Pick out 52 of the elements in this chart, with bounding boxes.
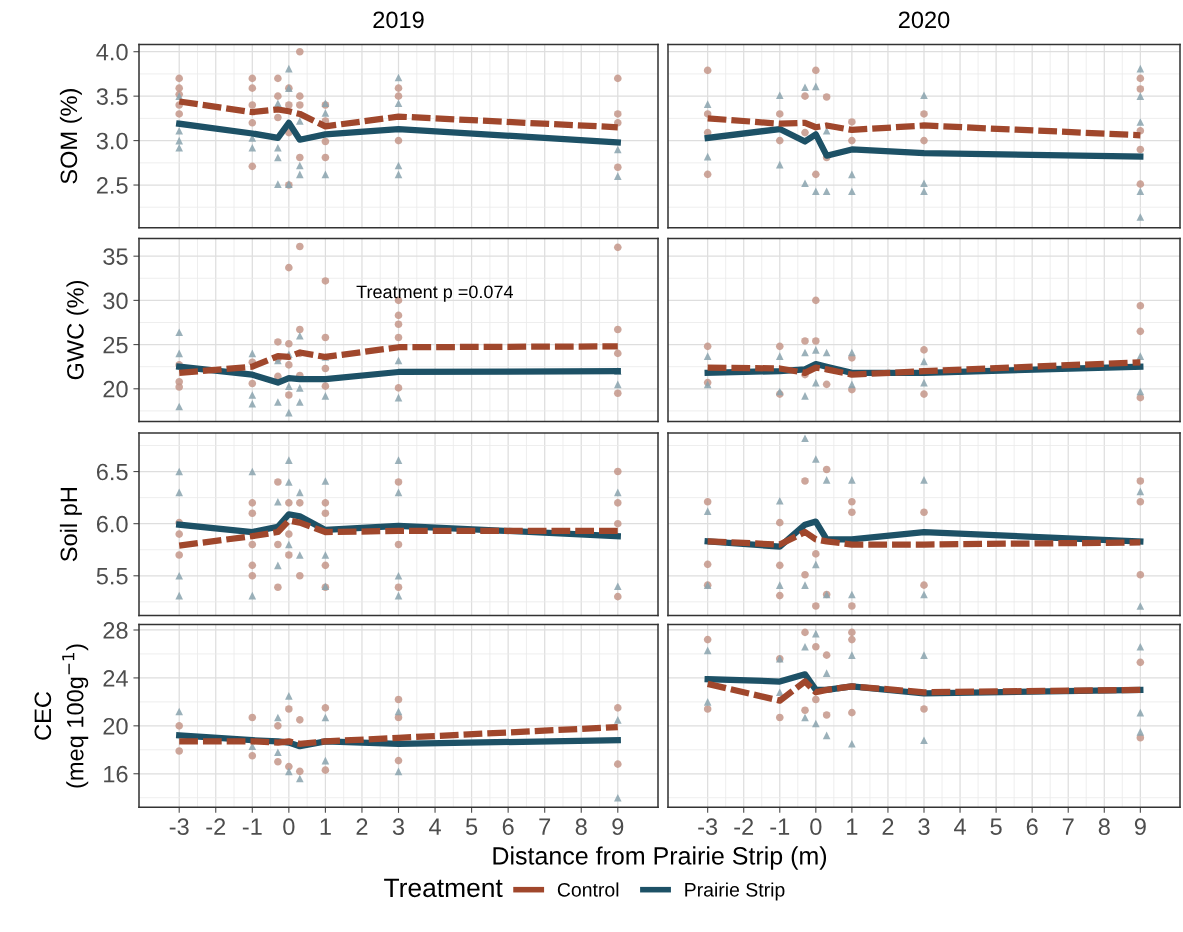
y-tick-label: 4.0 bbox=[96, 43, 128, 61]
y-tick-label: 20 bbox=[103, 717, 128, 735]
y-tick-label: 2.5 bbox=[96, 177, 128, 194]
x-tick-label: 3 bbox=[392, 818, 405, 836]
x-tick-label: 0 bbox=[810, 818, 822, 836]
x-tick-label: 3 bbox=[918, 818, 930, 836]
y-tick-label: 16 bbox=[104, 765, 128, 783]
x-tick-label: 9 bbox=[1134, 818, 1146, 836]
legend-label: Control bbox=[557, 882, 619, 897]
y-tick-label: 28 bbox=[103, 622, 128, 639]
legend-label: Prairie Strip bbox=[685, 882, 785, 901]
x-tick-label: 8 bbox=[575, 818, 587, 836]
x-tick-label: 2 bbox=[882, 818, 894, 835]
y-tick-label: 6.0 bbox=[96, 515, 128, 533]
y-axis-title: GWC (%) bbox=[66, 280, 89, 380]
y-axis-title: Soil pH bbox=[59, 488, 82, 562]
x-tick-label: 7 bbox=[539, 818, 551, 835]
chart-title: 2020 bbox=[898, 11, 950, 29]
chart-title: 2019 bbox=[373, 11, 424, 29]
x-tick-label: -1 bbox=[242, 818, 262, 835]
y-tick-label: 3.5 bbox=[96, 88, 128, 105]
y-axis-title: SOM (%) bbox=[59, 89, 82, 184]
y-axis-title: CEC (meq 100g$^{−1}$) bbox=[34, 644, 89, 788]
x-tick-label: 1 bbox=[847, 818, 858, 835]
x-tick-label: 5 bbox=[990, 818, 1002, 836]
x-tick-label: 1 bbox=[320, 818, 331, 835]
x-tick-label: -2 bbox=[734, 818, 754, 835]
x-tick-label: 6 bbox=[502, 818, 514, 836]
y-tick-label: 5.5 bbox=[96, 568, 128, 585]
x-tick-label: -2 bbox=[206, 818, 226, 835]
y-tick-label: 6.5 bbox=[96, 463, 128, 481]
y-tick-label: 35 bbox=[103, 248, 128, 265]
y-tick-label: 20 bbox=[103, 380, 128, 398]
x-tick-label: 8 bbox=[1098, 818, 1110, 836]
y-tick-label: 24 bbox=[103, 669, 128, 687]
legend-title: Treatment bbox=[384, 878, 503, 898]
y-tick-label: 3.0 bbox=[96, 132, 128, 150]
x-tick-label: 7 bbox=[1062, 818, 1074, 835]
y-tick-label: 25 bbox=[103, 336, 128, 354]
x-tick-label: 0 bbox=[283, 818, 295, 836]
x-tick-label: 9 bbox=[612, 818, 624, 836]
x-tick-label: 4 bbox=[954, 818, 966, 835]
x-tick-label: -3 bbox=[698, 818, 718, 836]
x-tick-label: 4 bbox=[429, 818, 441, 835]
y-tick-label: 30 bbox=[103, 292, 128, 310]
x-tick-label: -3 bbox=[169, 818, 189, 836]
x-tick-label: 6 bbox=[1026, 818, 1038, 836]
x-axis-title: Distance from Prairie Strip (m) bbox=[493, 846, 827, 870]
x-tick-label: 2 bbox=[356, 818, 368, 835]
x-tick-label: 5 bbox=[465, 818, 478, 836]
x-tick-label: -1 bbox=[770, 818, 790, 835]
annotation: Treatment p =0.074 bbox=[356, 285, 514, 302]
